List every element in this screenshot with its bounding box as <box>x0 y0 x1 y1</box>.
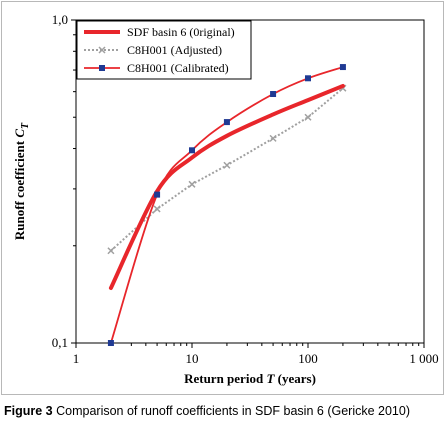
series-point <box>189 147 195 154</box>
figure-caption: Figure 3 Comparison of runoff coefficien… <box>4 404 410 418</box>
series-point <box>270 91 277 98</box>
series-point <box>107 247 115 255</box>
series-line <box>110 66 344 344</box>
series-point <box>305 75 311 82</box>
x-axis-title-symbol: T <box>266 371 275 386</box>
series-point <box>223 161 231 169</box>
series-point <box>154 191 161 198</box>
y-tick-label: 0,1 <box>52 335 68 350</box>
y-axis-title-subscript: T <box>20 122 31 129</box>
legend-label: C8H001 (Calibrated) <box>127 61 229 75</box>
x-axis-title-unit: (years) <box>274 371 316 386</box>
caption-label: Figure 3 <box>4 404 53 418</box>
x-tick-label: 1 000 <box>409 351 438 366</box>
x-tick-label: 10 <box>186 351 199 366</box>
series-point <box>304 113 312 121</box>
y-axis-title: Runoff coefficient CT <box>12 122 31 240</box>
legend-marker <box>99 65 105 71</box>
y-tick-label: 1,0 <box>52 12 68 27</box>
legend-marker <box>98 46 106 54</box>
x-axis-title-text: Return period <box>184 371 266 386</box>
series-point <box>188 180 196 188</box>
series-line <box>108 83 345 291</box>
series-point <box>153 205 161 213</box>
series-point <box>223 119 230 126</box>
series-group <box>107 64 347 346</box>
series-2 <box>107 64 346 346</box>
legend-label: SDF basin 6 (0riginal) <box>127 25 235 39</box>
x-tick-label: 100 <box>298 351 318 366</box>
series-1 <box>107 84 347 255</box>
series-point <box>269 134 277 142</box>
legend-label: C8H001 (Adjusted) <box>127 43 222 57</box>
series-0 <box>108 83 345 291</box>
x-tick-label: 1 <box>73 351 80 366</box>
series-point <box>107 340 114 346</box>
figure-frame <box>1 1 444 395</box>
plot-area <box>75 19 425 344</box>
y-axis-title-text: Runoff coefficient <box>12 138 27 241</box>
legend: SDF basin 6 (0riginal) C8H001 (Adjusted) C… <box>76 20 252 80</box>
y-axis-title-symbol: C <box>12 129 27 138</box>
x-axis-title: Return period T (years) <box>184 371 316 386</box>
caption-text: Comparison of runoff coefficients in SDF… <box>56 404 410 418</box>
series-point <box>339 64 346 71</box>
